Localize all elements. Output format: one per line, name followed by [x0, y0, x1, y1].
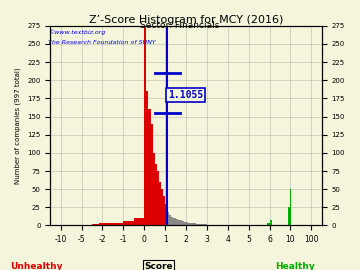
Bar	[182, 221, 184, 225]
Bar	[165, 204, 167, 225]
Text: Score: Score	[144, 262, 173, 270]
Bar	[167, 212, 169, 225]
Bar	[176, 219, 178, 225]
Bar	[161, 189, 163, 225]
Bar	[148, 109, 150, 225]
Bar	[144, 26, 147, 225]
Text: ©www.textbiz.org: ©www.textbiz.org	[48, 30, 105, 35]
Bar	[201, 224, 203, 225]
Bar	[113, 222, 123, 225]
Bar	[199, 224, 201, 225]
Bar	[134, 218, 144, 225]
Bar	[288, 207, 291, 225]
Bar	[205, 224, 207, 225]
Bar	[180, 220, 182, 225]
Bar	[174, 218, 176, 225]
Bar	[150, 124, 153, 225]
Bar	[123, 221, 134, 225]
Bar	[186, 222, 188, 225]
Bar	[169, 215, 171, 225]
Title: Z’-Score Histogram for MCY (2016): Z’-Score Histogram for MCY (2016)	[89, 15, 283, 25]
Text: The Research Foundation of SUNY: The Research Foundation of SUNY	[48, 40, 156, 45]
Bar	[171, 217, 174, 225]
Bar	[203, 224, 205, 225]
Bar	[192, 223, 194, 225]
Bar	[184, 222, 186, 225]
Bar	[92, 224, 99, 225]
Bar	[163, 197, 165, 225]
Text: Healthy: Healthy	[275, 262, 315, 270]
Bar	[188, 222, 190, 225]
Bar	[99, 223, 103, 225]
Bar	[155, 164, 157, 225]
Bar	[153, 153, 155, 225]
Bar	[159, 182, 161, 225]
Bar	[147, 91, 148, 225]
Y-axis label: Number of companies (997 total): Number of companies (997 total)	[15, 67, 22, 184]
Bar	[194, 223, 197, 225]
Bar	[157, 171, 159, 225]
Bar	[103, 223, 113, 225]
Text: 1.1055: 1.1055	[168, 90, 203, 100]
Bar	[190, 222, 192, 225]
Bar	[178, 220, 180, 225]
Bar	[267, 223, 270, 225]
Bar	[270, 220, 272, 225]
Text: Unhealthy: Unhealthy	[10, 262, 62, 270]
Bar	[197, 224, 199, 225]
Text: Sector: Financials: Sector: Financials	[140, 21, 220, 30]
